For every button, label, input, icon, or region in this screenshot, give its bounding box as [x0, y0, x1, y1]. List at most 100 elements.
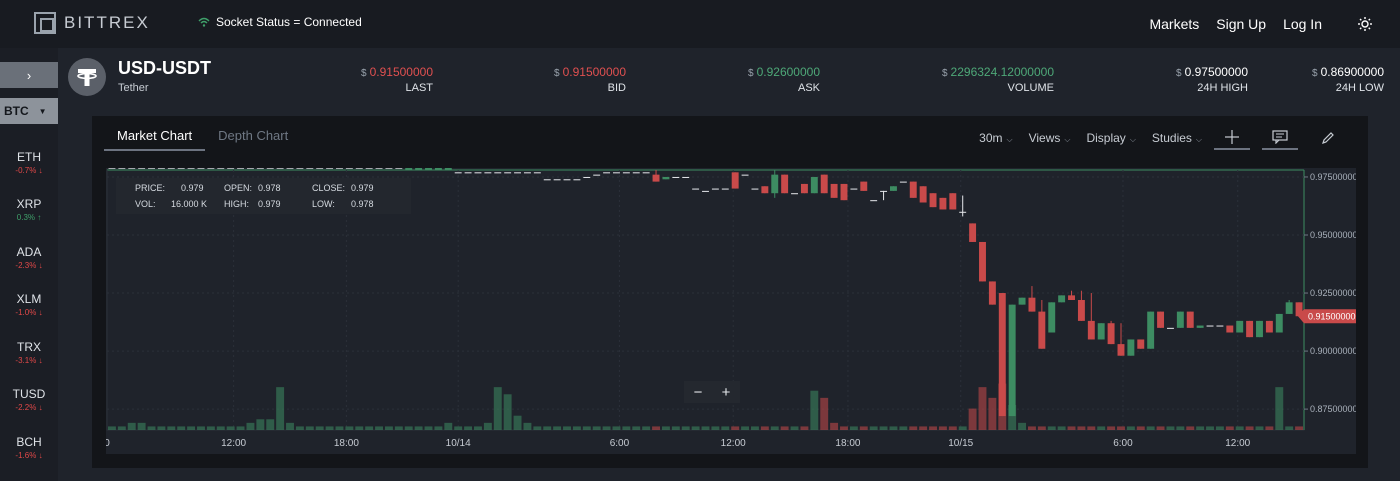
- dollar-icon: $: [748, 68, 754, 79]
- stat-label: VOLUME: [1007, 82, 1054, 94]
- brand[interactable]: BITTREX: [34, 12, 150, 34]
- candle-body: [1077, 300, 1085, 321]
- candle-body: [395, 168, 403, 169]
- market-select[interactable]: BTC ▼: [0, 98, 58, 124]
- candle-body: [286, 168, 294, 169]
- price-tick-label: 0.97500000: [1310, 172, 1356, 182]
- stat-label: BID: [607, 82, 626, 94]
- candle-body: [1285, 302, 1293, 314]
- candle-body: [632, 172, 640, 174]
- sidebar-coin-trx[interactable]: TRX -3.1% ↓: [0, 340, 58, 365]
- time-tick-label: 0: [106, 438, 110, 449]
- candle-body: [533, 172, 541, 174]
- volume-bar: [701, 426, 710, 430]
- candle-body: [939, 197, 947, 210]
- volume-bar: [107, 426, 116, 430]
- candle-body: [415, 168, 423, 170]
- coin-change: -1.0%: [15, 308, 37, 317]
- chevron-down-icon: ⌵: [1064, 135, 1071, 144]
- candle-body: [246, 168, 254, 169]
- sidebar-coin-xlm[interactable]: XLM -1.0% ↓: [0, 292, 58, 317]
- candle-body: [1206, 325, 1214, 327]
- sidebar-coin-tusd[interactable]: TUSD -2.2% ↓: [0, 387, 58, 412]
- volume-bar: [345, 426, 354, 430]
- views-dropdown[interactable]: Views ⌵: [1029, 131, 1071, 145]
- stat-bid: $0.91500000 BID: [554, 65, 626, 94]
- tab-market-chart[interactable]: Market Chart: [104, 126, 206, 151]
- stat-label: LAST: [405, 82, 433, 94]
- sidebar-coin-ada[interactable]: ADA -2.3% ↓: [0, 245, 58, 270]
- studies-dropdown[interactable]: Studies ⌵: [1152, 131, 1202, 145]
- volume-bar: [780, 426, 789, 430]
- volume-bar: [1117, 426, 1125, 430]
- candle-body: [1038, 311, 1046, 349]
- interval-dropdown[interactable]: 30m ⌵: [979, 131, 1012, 145]
- volume-bar: [1265, 426, 1274, 430]
- candle-body: [642, 172, 650, 174]
- volume-bar: [1037, 426, 1046, 430]
- zoom-out-button[interactable]: −: [693, 383, 703, 401]
- volume-bar: [909, 426, 918, 430]
- volume-bar: [1067, 426, 1076, 430]
- volume-bar: [849, 426, 858, 430]
- zoom-in-button[interactable]: +: [721, 383, 731, 401]
- candle-body: [682, 176, 690, 178]
- candle-body: [949, 193, 957, 210]
- volume-bar: [1245, 426, 1254, 430]
- open-label: OPEN:: [224, 183, 253, 193]
- price-tick-label: 0.95000000: [1310, 230, 1356, 240]
- stat-ask: $0.92600000 ASK: [748, 65, 820, 94]
- candle-body: [761, 186, 769, 194]
- candle-body: [444, 168, 452, 170]
- candle-body: [652, 174, 660, 182]
- candle-body: [237, 168, 245, 169]
- candle-body: [1107, 323, 1115, 345]
- theme-sun-icon[interactable]: [1358, 17, 1372, 31]
- draw-button[interactable]: [1310, 126, 1346, 150]
- tab-depth-chart[interactable]: Depth Chart: [218, 128, 289, 143]
- nav-login-link[interactable]: Log In: [1283, 16, 1322, 32]
- volume-bar: [800, 426, 809, 430]
- display-dropdown[interactable]: Display ⌵: [1086, 131, 1135, 145]
- volume-bar: [117, 426, 126, 430]
- sidebar-coin-eth[interactable]: ETH -0.7% ↓: [0, 150, 58, 175]
- candle-body: [355, 168, 363, 169]
- volume-bar: [681, 426, 690, 430]
- candle-body: [593, 174, 601, 176]
- nav-signup-link[interactable]: Sign Up: [1216, 16, 1267, 32]
- coin-symbol: XLM: [16, 292, 42, 306]
- coin-symbol: BCH: [16, 435, 42, 449]
- coin-symbol: TRX: [17, 340, 41, 354]
- time-tick-label: 12:00: [221, 438, 246, 449]
- candle-body: [1157, 311, 1165, 328]
- low-value: 0.978: [351, 199, 374, 209]
- time-tick-label: 10/15: [948, 438, 973, 449]
- nav-markets-link[interactable]: Markets: [1149, 16, 1200, 32]
- volume-bar: [929, 426, 937, 430]
- crosshair-button[interactable]: [1214, 126, 1250, 150]
- price-tick-label: 0.87500000: [1310, 404, 1356, 414]
- candle-body: [702, 190, 709, 192]
- sidebar-coin-xrp[interactable]: XRP 0.3% ↑: [0, 197, 58, 222]
- volume-bar: [216, 426, 225, 430]
- candle-body: [157, 168, 165, 169]
- volume-bar: [760, 426, 769, 430]
- candle-body: [880, 190, 888, 192]
- volume-bar: [375, 426, 384, 430]
- candle-body: [929, 193, 937, 208]
- candle-body: [603, 172, 611, 174]
- volume-bar: [582, 426, 591, 430]
- sidebar-collapse-button[interactable]: ›: [0, 62, 58, 88]
- comment-button[interactable]: [1262, 126, 1298, 150]
- candle-body: [998, 293, 1006, 417]
- candle-body: [227, 168, 235, 169]
- candle-body: [365, 168, 373, 169]
- volume-bar: [1285, 426, 1294, 430]
- volume-bar: [474, 426, 482, 430]
- caret-down-icon: ▼: [38, 106, 47, 116]
- candle-body: [988, 281, 996, 305]
- price-chart[interactable]: 0.97500000 0.95000000 0.92500000 0.90000000…: [106, 168, 1356, 454]
- volume-bar: [1156, 426, 1165, 430]
- sidebar-coin-bch[interactable]: BCH -1.6% ↓: [0, 435, 58, 460]
